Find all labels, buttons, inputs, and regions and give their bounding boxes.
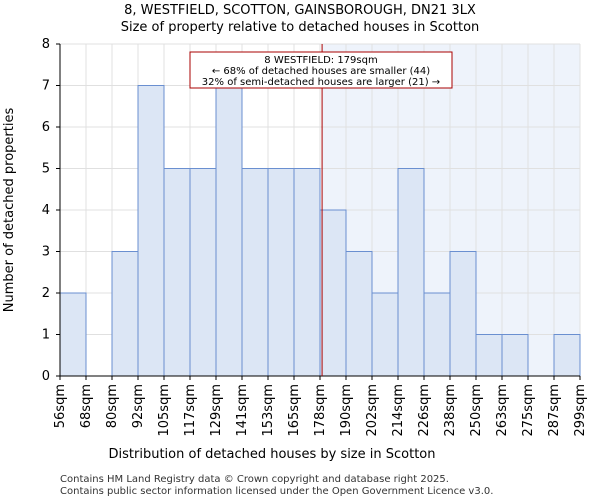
bar <box>423 292 451 377</box>
bar <box>345 251 373 377</box>
y-tick-label: 1 <box>42 328 50 343</box>
bar <box>111 251 139 377</box>
y-tick-label: 7 <box>42 79 50 94</box>
bar <box>475 334 503 377</box>
bar <box>319 209 347 377</box>
x-tick-label: 80sqm <box>105 384 120 428</box>
x-tick-label: 299sqm <box>573 384 588 437</box>
y-tick-label: 5 <box>42 162 50 177</box>
x-axis-label: Distribution of detached houses by size … <box>109 447 436 462</box>
x-tick-label: 56sqm <box>53 384 68 428</box>
x-tick-label: 105sqm <box>157 384 172 437</box>
y-tick-label: 3 <box>42 245 50 260</box>
footer-line-1: Contains HM Land Registry data © Crown c… <box>60 474 449 485</box>
x-tick-label: 68sqm <box>79 384 94 428</box>
x-tick-label: 153sqm <box>261 384 276 437</box>
bar <box>241 168 269 377</box>
x-tick-label: 190sqm <box>339 384 354 437</box>
bar <box>293 168 321 377</box>
y-tick-label: 8 <box>42 37 50 52</box>
x-tick-label: 178sqm <box>313 384 328 437</box>
annotation-box <box>189 51 453 89</box>
y-axis-label: Number of detached properties <box>2 108 17 313</box>
x-tick-label: 214sqm <box>391 384 406 437</box>
bar <box>397 168 425 377</box>
bar <box>189 168 217 377</box>
x-tick-label: 165sqm <box>287 384 302 437</box>
x-tick-label: 141sqm <box>235 384 250 437</box>
x-tick-label: 287sqm <box>547 384 562 437</box>
bar <box>501 334 529 377</box>
x-tick-label: 129sqm <box>209 384 224 437</box>
y-tick-label: 0 <box>42 369 50 384</box>
bar <box>137 85 165 377</box>
bar <box>449 251 477 377</box>
x-tick-label: 263sqm <box>495 384 510 437</box>
bar <box>215 85 243 377</box>
chart-subtitle: Size of property relative to detached ho… <box>121 20 480 35</box>
annotation-line-1: 8 WESTFIELD: 179sqm <box>264 55 377 66</box>
x-tick-label: 202sqm <box>365 384 380 437</box>
chart-title: 8, WESTFIELD, SCOTTON, GAINSBOROUGH, DN2… <box>124 3 476 18</box>
x-tick-label: 92sqm <box>131 384 146 428</box>
x-tick-label: 226sqm <box>417 384 432 437</box>
footer-line-2: Contains public sector information licen… <box>60 486 493 497</box>
x-tick-label: 117sqm <box>183 384 198 437</box>
y-tick-label: 6 <box>42 120 50 135</box>
bar <box>267 168 295 377</box>
annotation-line-3: 32% of semi-detached houses are larger (… <box>202 77 440 88</box>
bar <box>163 168 191 377</box>
bar <box>553 334 581 377</box>
plot-area: 0 1 2 3 4 5 6 7 8 56sqm 68sqm 80sqm 92sqm 105sqm 117sq… <box>42 37 588 437</box>
annotation-line-2: ← 68% of detached houses are smaller (44… <box>212 66 430 77</box>
x-tick-label: 250sqm <box>469 384 484 437</box>
x-tick-label: 238sqm <box>443 384 458 437</box>
y-tick-label: 2 <box>42 286 50 301</box>
bar <box>59 292 87 377</box>
x-tick-label: 275sqm <box>521 384 536 437</box>
y-tick-label: 4 <box>42 203 50 218</box>
bar <box>371 292 399 377</box>
